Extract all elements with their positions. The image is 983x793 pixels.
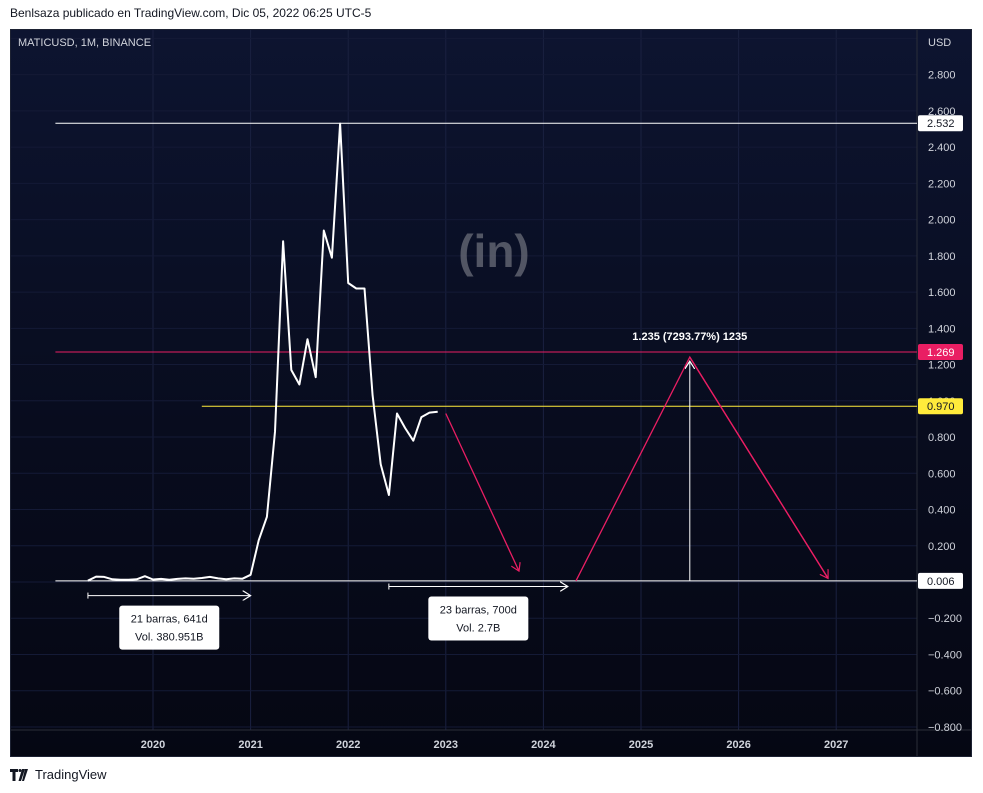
price-label-box	[918, 398, 963, 415]
y-tick-label: 0.600	[928, 468, 956, 480]
range2-box	[428, 596, 529, 641]
tradingview-logo-icon	[10, 768, 28, 781]
y-tick-label: −0.800	[928, 722, 962, 734]
x-tick-label: 2025	[629, 739, 653, 751]
x-tick-label: 2026	[726, 739, 750, 751]
horizontal-lines	[55, 122, 917, 582]
price-axis[interactable]: 2.800 2.600 2.400 2.200 2.000 1.800 1.600 1.400…	[918, 70, 963, 734]
projection-end-arrow[interactable]	[689, 356, 828, 578]
x-tick-label: 2023	[434, 739, 458, 751]
y-tick-label: −0.600	[928, 686, 962, 698]
y-tick-label: 0.800	[928, 432, 956, 444]
price-label-box	[918, 115, 963, 132]
y-tick-label: 2.200	[928, 178, 956, 190]
range2-bars: 23 barras, 700d	[440, 605, 517, 617]
y-tick-label: −0.400	[928, 649, 962, 661]
projection-drop-arrow[interactable]	[445, 413, 519, 571]
x-tick-label: 2024	[531, 739, 556, 751]
y-tick-label: 0.200	[928, 541, 956, 553]
x-tick-label: 2021	[238, 739, 262, 751]
currency-label: USD	[928, 37, 951, 49]
range1-volume: Vol. 380.951B	[135, 632, 204, 644]
price-label-box	[918, 572, 963, 589]
price-chart[interactable]: (in) 1.235 (7293.77%) 1235 21 barras, 641…	[11, 30, 971, 756]
price-label: 0.006	[927, 576, 955, 588]
y-tick-label: 2.400	[928, 142, 956, 154]
price-label-box	[918, 344, 963, 361]
range2-volume: Vol. 2.7B	[456, 623, 500, 635]
range1-bars: 21 barras, 641d	[131, 614, 208, 626]
price-label: 0.970	[927, 401, 955, 413]
watermark-logo: (in)	[458, 225, 530, 277]
price-label: 2.532	[927, 118, 955, 130]
y-tick-label: 2.600	[928, 106, 956, 118]
time-axis[interactable]: 2020 2021 2022 2023 2024 2025 2026 2027	[141, 739, 849, 751]
price-series	[87, 122, 438, 582]
y-tick-label: 1.600	[928, 287, 956, 299]
price-label: 1.269	[927, 347, 955, 359]
watermark-text: (in)	[458, 225, 530, 277]
projection-cycle-line[interactable]	[575, 355, 829, 582]
symbol-title: MATICUSD, 1M, BINANCE	[18, 37, 151, 49]
y-tick-label: 0.400	[928, 505, 956, 517]
footer-brand: TradingView	[35, 767, 107, 782]
annotations: 1.235 (7293.77%) 1235 21 barras, 641d Vol.…	[87, 331, 747, 650]
y-tick-label: 1.400	[928, 323, 956, 335]
y-tick-label: 2.000	[928, 215, 956, 227]
range1-box	[119, 605, 220, 650]
projection-lines	[445, 355, 829, 582]
x-tick-label: 2022	[336, 739, 360, 751]
y-tick-label: 1.800	[928, 251, 956, 263]
y-tick-label: −0.200	[928, 613, 962, 625]
price-line[interactable]	[87, 122, 438, 582]
x-tick-label: 2020	[141, 739, 165, 751]
x-tick-label: 2027	[824, 739, 848, 751]
attribution: Benlsaza publicado en TradingView.com, D…	[10, 6, 372, 20]
chart-panel[interactable]: (in) 1.235 (7293.77%) 1235 21 barras, 641…	[10, 29, 972, 757]
y-tick-label: 2.800	[928, 70, 956, 82]
target-measure-label: 1.235 (7293.77%) 1235	[632, 331, 747, 343]
footer: TradingView	[10, 767, 107, 782]
y-tick-label: 1.200	[928, 360, 956, 372]
